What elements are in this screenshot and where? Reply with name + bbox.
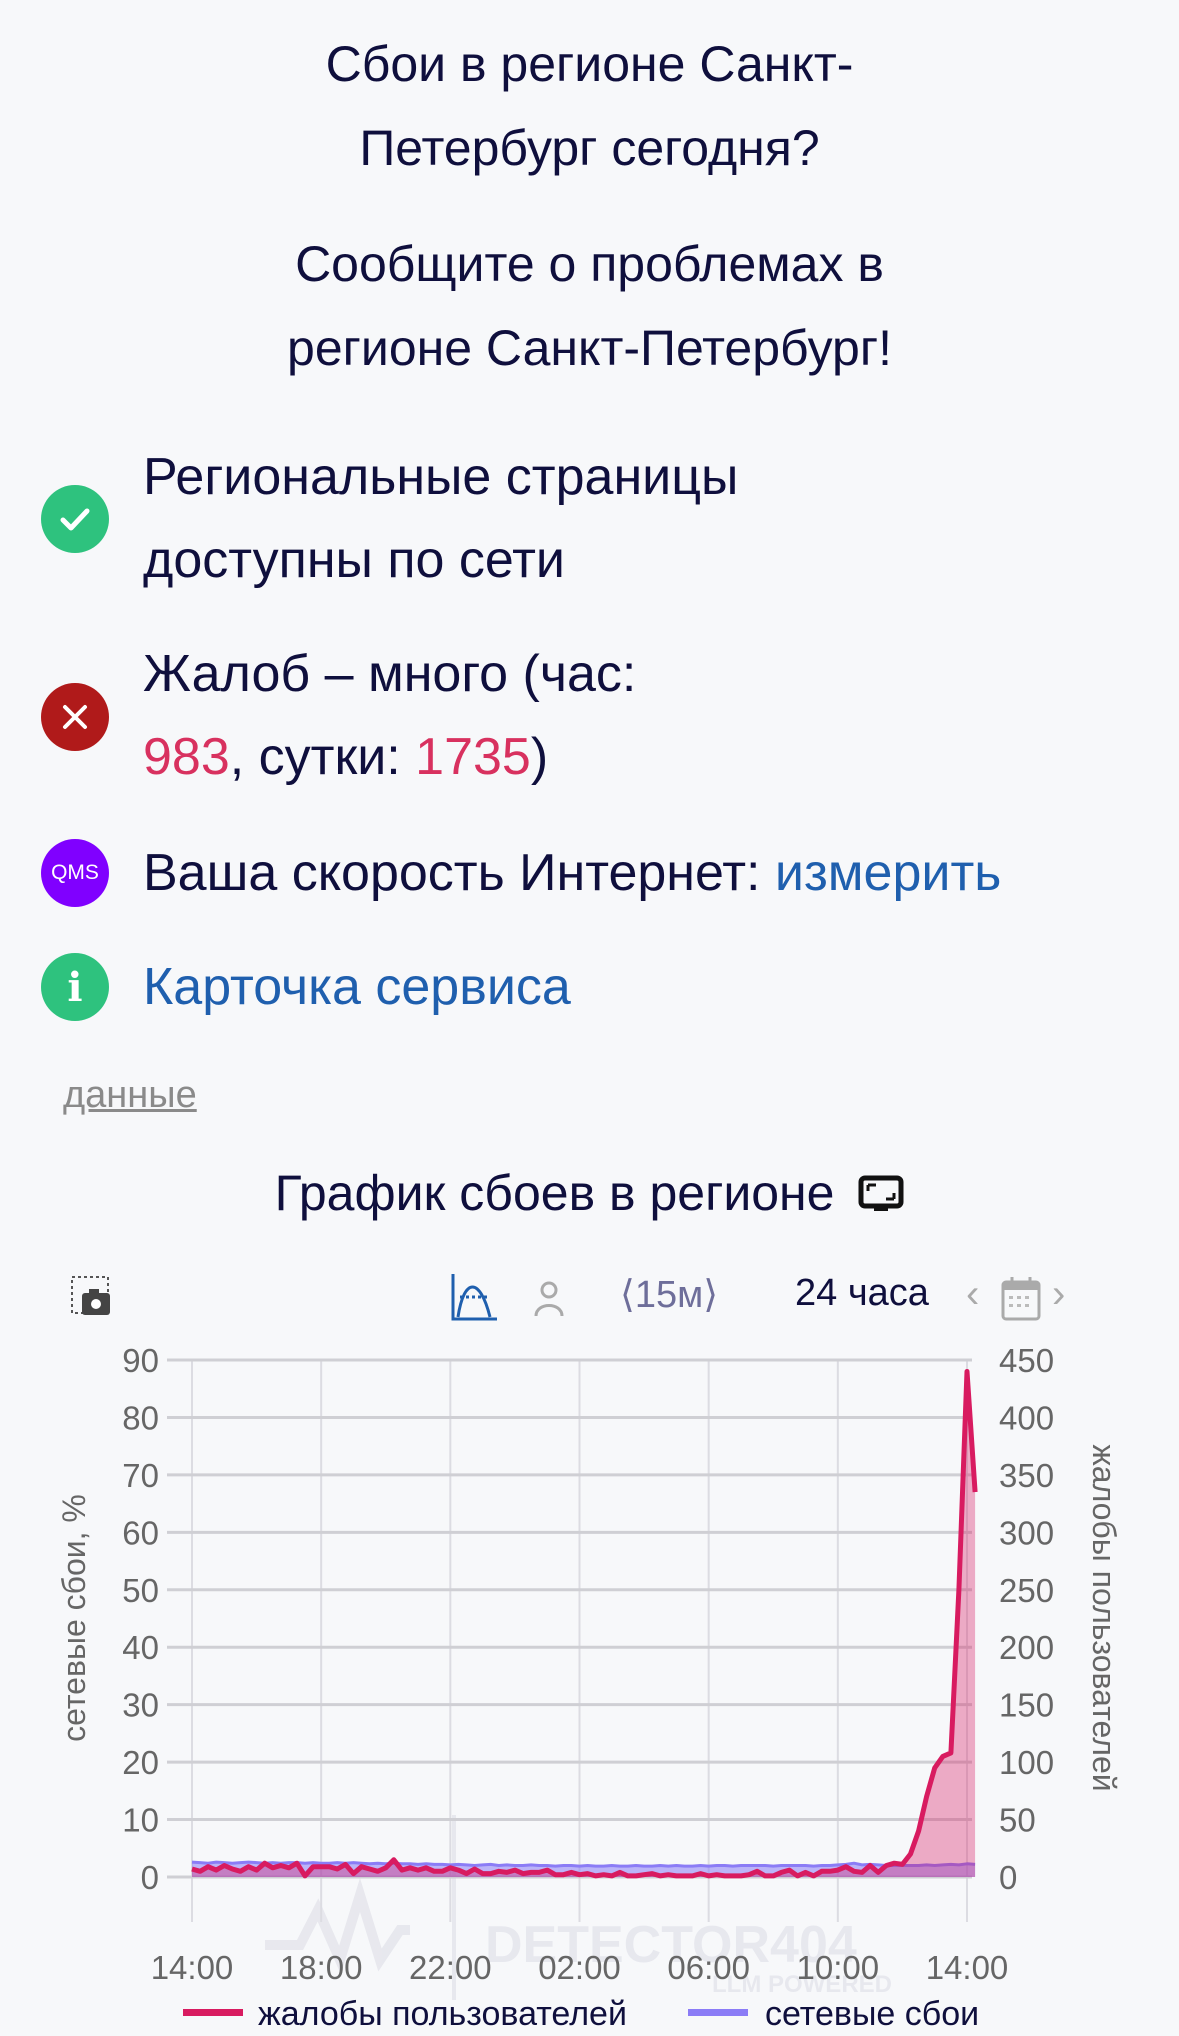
network-series-line bbox=[191, 1860, 976, 1868]
period-selector[interactable]: 24 часа bbox=[795, 1272, 929, 1314]
page-title: Сбои в регионе Санкт- Петербург сегодня? bbox=[0, 22, 1179, 190]
watermark-logo: DETECTOR404 LLM POWERED bbox=[265, 1815, 892, 2000]
user-icon[interactable] bbox=[532, 1278, 566, 1318]
screenshot-camera-icon[interactable] bbox=[70, 1275, 114, 1319]
status-speed: Ваша скорость Интернет: измерить bbox=[143, 832, 1001, 915]
x-tick-label: 22:00 bbox=[409, 1949, 492, 1986]
complaints-hour-count: 983 bbox=[143, 728, 230, 786]
qms-badge-text: QMS bbox=[51, 861, 99, 884]
status-pages: Региональные страницы доступны по сети bbox=[143, 436, 738, 602]
legend-swatch-network bbox=[688, 2009, 748, 2016]
y-right-tick-label: 400 bbox=[999, 1399, 1054, 1436]
complaints-series-line bbox=[191, 1369, 978, 1879]
x-tick-label: 10:00 bbox=[797, 1949, 880, 1986]
y-left-tick-label: 50 bbox=[122, 1572, 159, 1609]
x-tick-label: 06:00 bbox=[667, 1949, 750, 1986]
measure-speed-link[interactable]: измерить bbox=[774, 844, 1002, 902]
y-left-tick-label: 70 bbox=[122, 1457, 159, 1494]
subtitle-line-1: Сообщите о проблемах в bbox=[295, 236, 884, 292]
title-line-1: Сбои в регионе Санкт- bbox=[325, 36, 854, 92]
complaints-counts: 983, сутки: 1735) bbox=[143, 716, 636, 799]
legend-label-network[interactable]: сетевые сбои bbox=[765, 1995, 979, 2033]
outage-chart: DETECTOR404 LLM POWERED 14:00 18:00 22:00 0… bbox=[56, 1342, 1122, 2033]
x-tick-label: 18:00 bbox=[280, 1949, 363, 1986]
y-left-tick-label: 0 bbox=[141, 1859, 159, 1896]
y-axis-left-label: сетевые сбои, % bbox=[56, 1494, 92, 1742]
y-right-tick-label: 300 bbox=[999, 1514, 1054, 1551]
speed-label: Ваша скорость Интернет: bbox=[143, 844, 775, 902]
watermark-tag: LLM POWERED bbox=[712, 1971, 892, 1998]
y-axis-right-label: жалобы пользователей bbox=[1086, 1444, 1122, 1791]
y-left-tick-label: 20 bbox=[122, 1744, 159, 1781]
y-right-tick-label: 350 bbox=[999, 1457, 1054, 1494]
status-pages-line1: Региональные страницы bbox=[143, 448, 739, 506]
x-tick-label: 14:00 bbox=[151, 1949, 234, 1986]
prev-period-chevron-icon[interactable]: ‹ bbox=[966, 1272, 980, 1316]
complaints-suffix: ) bbox=[530, 728, 549, 786]
legend: жалобы пользователей сетевые сбои bbox=[183, 1995, 979, 2033]
legend-label-complaints[interactable]: жалобы пользователей bbox=[258, 1995, 627, 2033]
subtitle-line-2: регионе Санкт-Петербург! bbox=[287, 320, 892, 376]
chart-title-text: График сбоев в регионе bbox=[274, 1165, 835, 1221]
watermark-brand: DETECTOR404 bbox=[485, 1916, 857, 1974]
y-left-tick-label: 10 bbox=[122, 1802, 159, 1839]
x-tick-label: 14:00 bbox=[926, 1949, 1009, 1986]
y-right-tick-label: 0 bbox=[999, 1859, 1017, 1896]
page-subtitle: Сообщите о проблемах в регионе Санкт-Пет… bbox=[0, 222, 1179, 390]
complaints-prefix: Жалоб – много (час: bbox=[143, 645, 637, 703]
service-card-link[interactable]: Карточка сервиса bbox=[143, 958, 571, 1016]
fullscreen-icon[interactable] bbox=[858, 1174, 904, 1214]
x-tick-label: 02:00 bbox=[538, 1949, 621, 1986]
interval-selector[interactable]: ⟨15м⟩ bbox=[620, 1274, 719, 1316]
y-right-tick-label: 50 bbox=[999, 1802, 1036, 1839]
y-right-tick-label: 100 bbox=[999, 1744, 1054, 1781]
calendar-icon[interactable] bbox=[1000, 1274, 1042, 1322]
qms-icon: QMS bbox=[41, 839, 109, 907]
status-complaints: Жалоб – много (час: 983, сутки: 1735) bbox=[143, 633, 636, 799]
complaints-mid: , сутки: bbox=[229, 728, 416, 786]
y-left-tick-label: 80 bbox=[122, 1399, 159, 1436]
complaints-day-count: 1735 bbox=[415, 728, 531, 786]
area-chart-mode-icon[interactable] bbox=[450, 1272, 500, 1322]
y-left-tick-label: 60 bbox=[122, 1514, 159, 1551]
y-right-tick-label: 200 bbox=[999, 1629, 1054, 1666]
data-link[interactable]: данные bbox=[63, 1074, 197, 1116]
y-left-tick-label: 40 bbox=[122, 1629, 159, 1666]
title-line-2: Петербург сегодня? bbox=[359, 120, 820, 176]
error-x-icon bbox=[41, 683, 109, 751]
legend-swatch-complaints bbox=[183, 2009, 243, 2016]
y-left-tick-label: 90 bbox=[122, 1342, 159, 1379]
y-right-tick-label: 250 bbox=[999, 1572, 1054, 1609]
chart-title: График сбоев в регионе bbox=[0, 1160, 1179, 1226]
status-pages-line2: доступны по сети bbox=[143, 531, 565, 589]
y-left-tick-label: 30 bbox=[122, 1687, 159, 1724]
info-icon: i bbox=[41, 953, 109, 1021]
check-icon bbox=[41, 485, 109, 553]
next-period-chevron-icon[interactable]: › bbox=[1052, 1272, 1066, 1316]
y-right-tick-label: 150 bbox=[999, 1687, 1054, 1724]
complaints-series-area bbox=[192, 1371, 976, 1877]
y-right-tick-label: 450 bbox=[999, 1342, 1054, 1379]
